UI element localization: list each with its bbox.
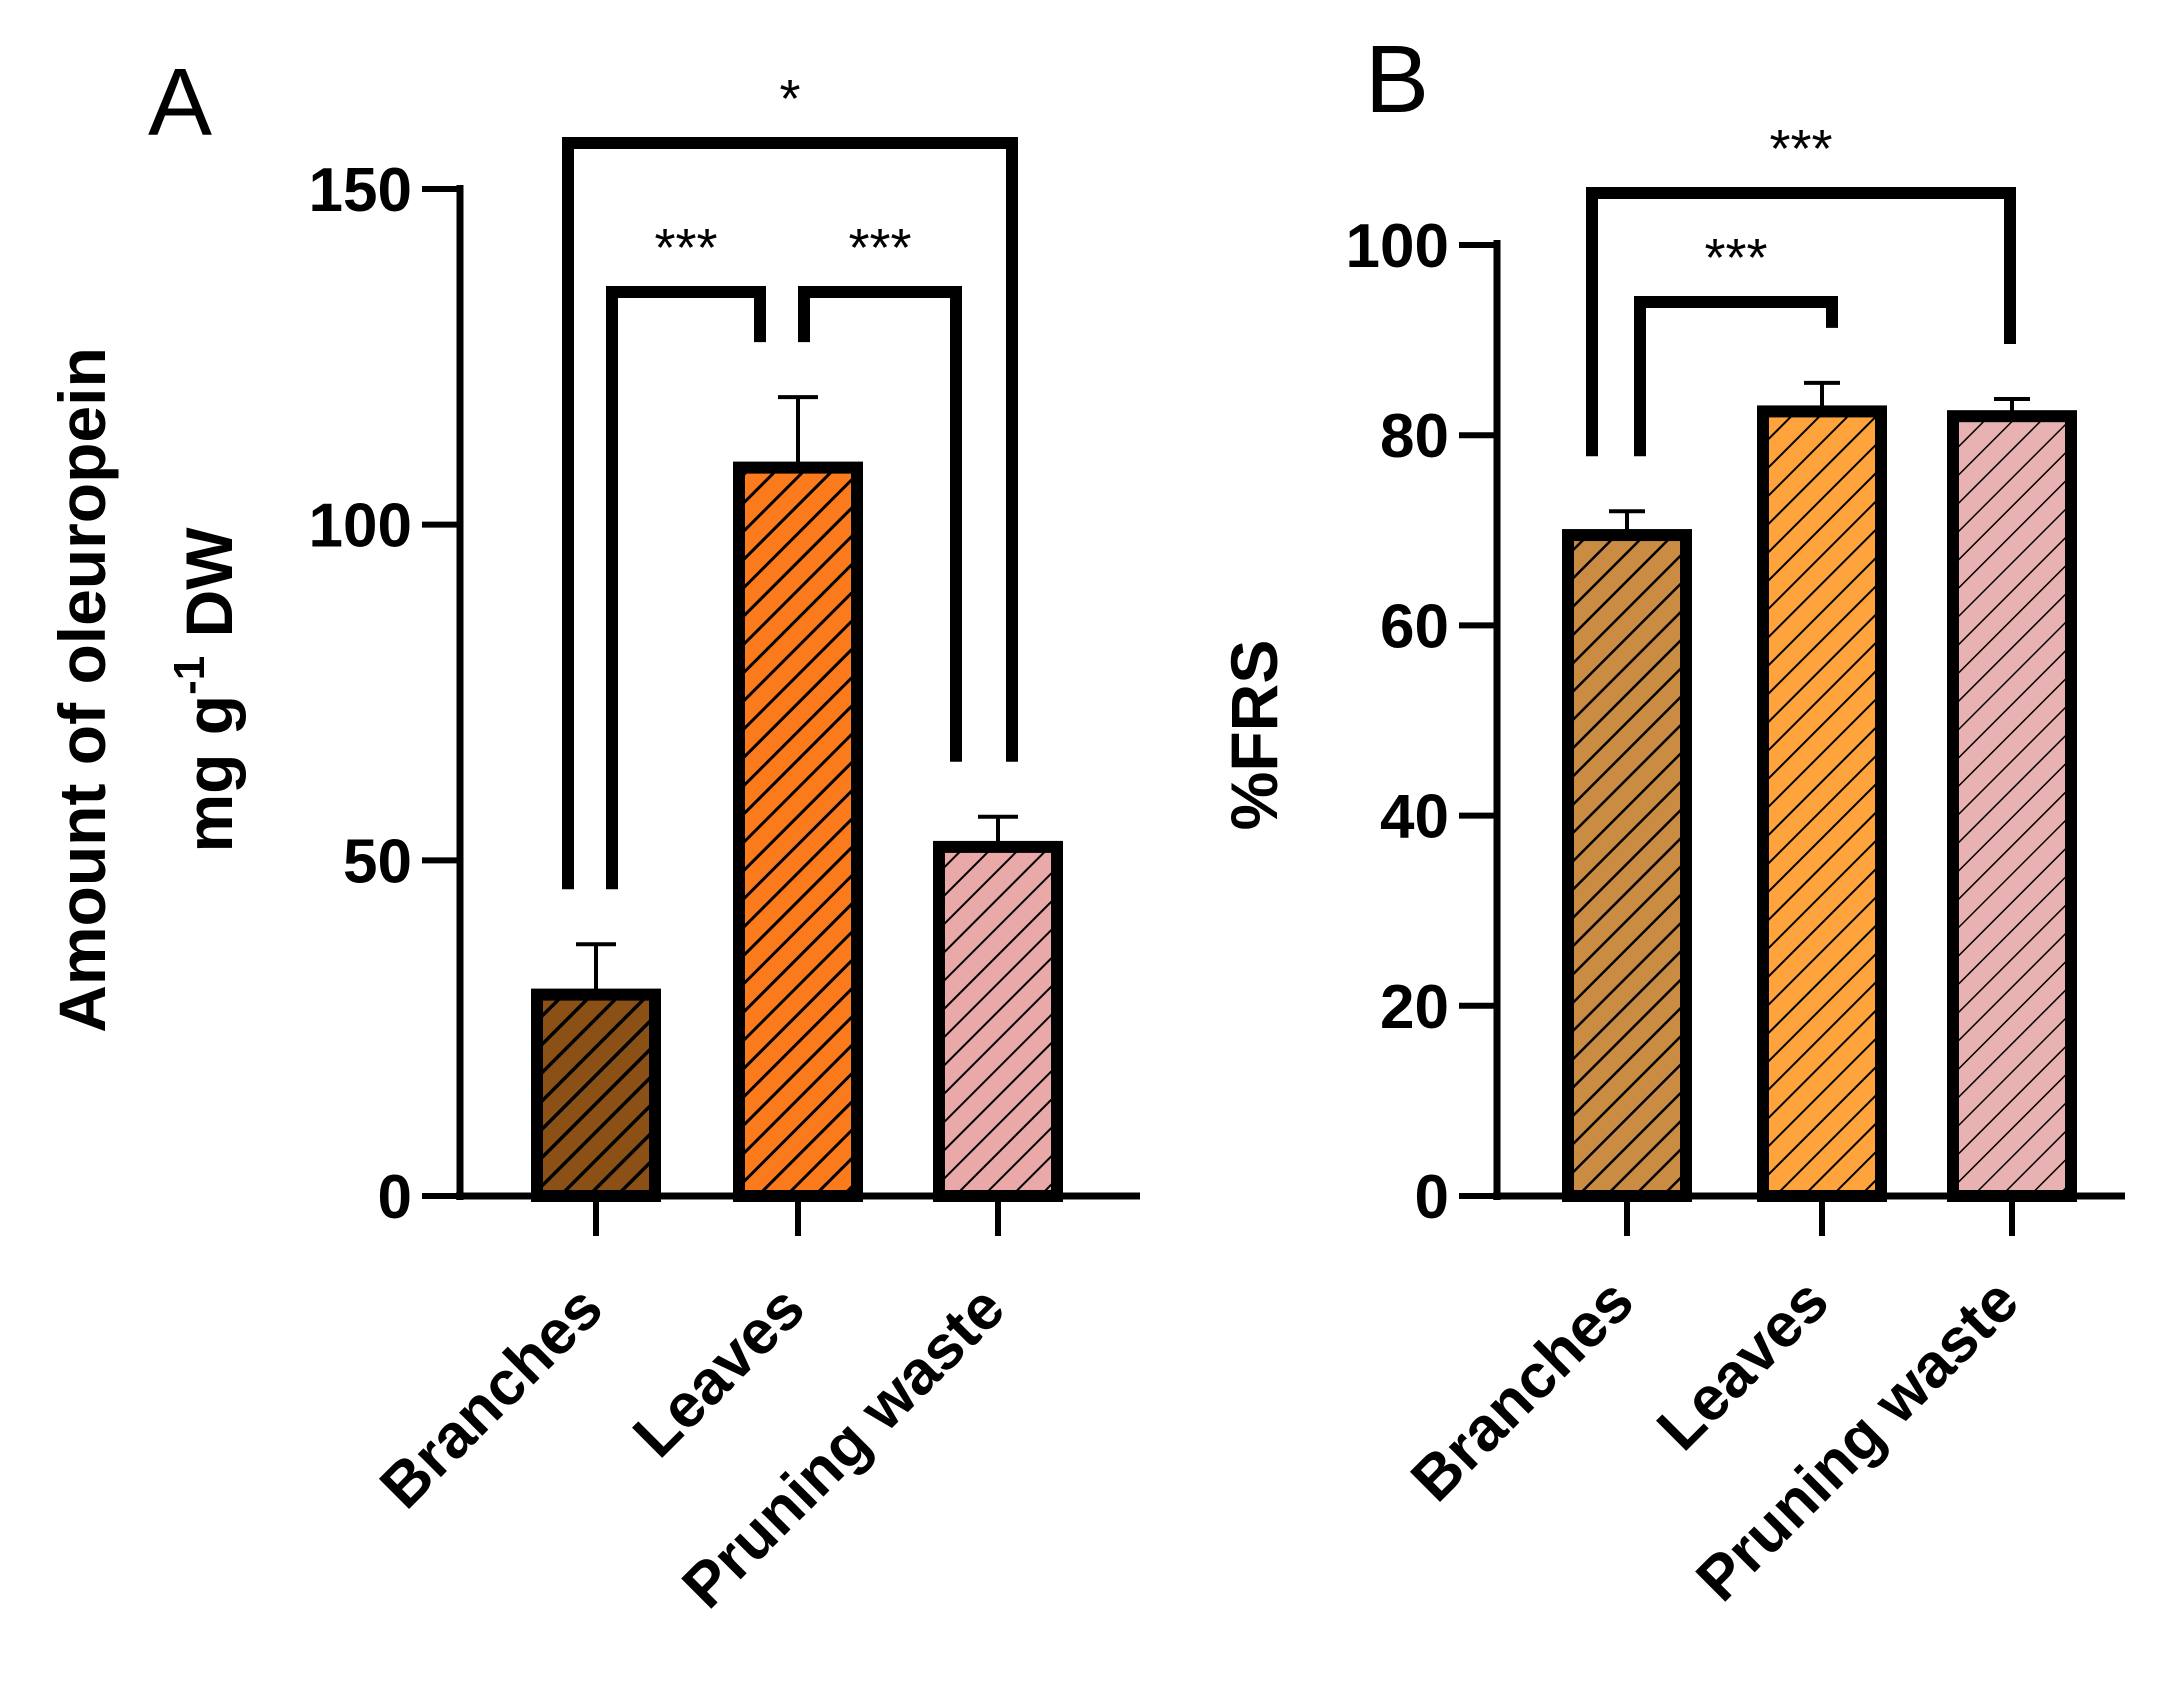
panel-a-significance-label-1: *** xyxy=(654,218,717,278)
panel-a-error-bar-branches xyxy=(576,942,616,995)
panel-a-y-tick-label-100: 100 xyxy=(309,492,412,561)
panel-b-y-tick-label-0: 0 xyxy=(1415,1163,1449,1232)
panel-a-bar-branches xyxy=(531,988,661,1202)
panel-b-y-tick-label-100: 100 xyxy=(1346,212,1449,281)
panel-b-significance-label-1: *** xyxy=(1704,228,1767,288)
y-title-a-suffix: DW xyxy=(172,527,246,656)
y-axis-title-b: %FRS xyxy=(1217,640,1291,831)
panel-b-y-tick-label-80: 80 xyxy=(1380,402,1449,471)
y-axis-title-a-line1: Amount of oleuropein xyxy=(45,347,119,1033)
panel-b: B %FRS 0 20 40 60 80 100 BranchesLeavesPrunin… xyxy=(1217,26,2125,1615)
panel-letter-a: A xyxy=(148,49,212,156)
panel-b-significance-bracket-1 xyxy=(1634,296,1838,457)
y-title-a-prefix: mg g xyxy=(172,695,246,853)
significance-a: **** *** xyxy=(562,69,1018,890)
panel-b-significance-bracket-0 xyxy=(1586,187,2016,457)
panel-a-y-tick-label-0: 0 xyxy=(378,1163,412,1232)
panel-b-y-tick-label-60: 60 xyxy=(1380,592,1449,661)
panel-b-category-label-leaves: Leaves xyxy=(1644,1266,1841,1463)
significance-b: ****** xyxy=(1586,119,2016,457)
panel-a-y-tick-label-50: 50 xyxy=(343,827,412,896)
y-title-a-superscript: -1 xyxy=(165,656,214,695)
panel-b-bar-leaves xyxy=(1757,405,1887,1202)
y-axis-title-a-line2: mg g-1 DW xyxy=(165,527,246,853)
panel-b-bar-pruning-waste xyxy=(1947,410,2077,1202)
y-ticks-b: 0 20 40 60 80 100 xyxy=(1346,212,1497,1232)
panel-letter-b: B xyxy=(1365,26,1429,133)
panel-a-bar-leaves xyxy=(733,461,863,1202)
panel-b-y-tick-label-40: 40 xyxy=(1380,783,1449,852)
panel-a: A Amount of oleuropein mg g-1 DW 0 50 100 1… xyxy=(45,49,1140,1622)
panel-a-significance-bracket-1 xyxy=(606,286,766,890)
panel-a-significance-label-2: *** xyxy=(848,218,911,278)
panel-a-category-label-branches: Branches xyxy=(367,1273,616,1522)
panel-a-y-tick-label-150: 150 xyxy=(309,156,412,225)
panel-b-y-tick-label-20: 20 xyxy=(1380,973,1449,1042)
panel-a-significance-bracket-2 xyxy=(798,286,962,762)
panel-b-category-label-branches: Branches xyxy=(1398,1266,1647,1515)
panel-b-bar-branches xyxy=(1562,529,1692,1202)
panel-a-bar-pruning-waste xyxy=(933,840,1063,1202)
panel-a-category-label-leaves: Leaves xyxy=(620,1273,817,1470)
bars-b xyxy=(1562,380,2077,1202)
panel-b-category-label-pruning-waste: Pruning waste xyxy=(1683,1266,2031,1614)
y-ticks-a: 0 50 100 150 xyxy=(309,156,460,1232)
panel-a-error-bar-leaves xyxy=(778,395,818,468)
panel-b-significance-label-0: *** xyxy=(1769,119,1832,179)
panel-a-significance-bracket-0 xyxy=(562,137,1018,890)
panel-a-significance-label-0: * xyxy=(779,69,800,129)
